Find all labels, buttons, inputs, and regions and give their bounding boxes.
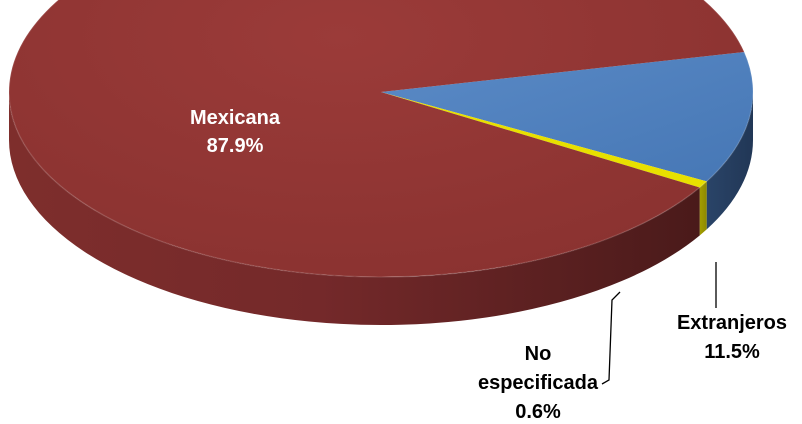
pie-slice-mexicana [9,0,745,278]
slice-value-no-especificada: 0.6% [515,401,561,423]
slice-value-mexicana: 87.9% [207,135,264,157]
slice-label-no-especificada-line1: No [525,343,552,365]
slice-value-extranjeros: 11.5% [704,341,760,363]
slice-label-extranjeros: Extranjeros [677,312,787,334]
pie-rim [8,0,754,278]
slice-label-mexicana: Mexicana [190,107,281,129]
pie-side-mexicana [9,92,700,326]
pie-slice-no-especificada [381,92,707,188]
leader-line-no-especificada [601,291,621,385]
pie-slice-extranjeros [381,51,753,182]
pie-side-extranjeros [706,92,753,230]
pie-side-no-especificada [699,181,707,236]
slice-label-no-especificada-line2: especificada [478,372,599,394]
